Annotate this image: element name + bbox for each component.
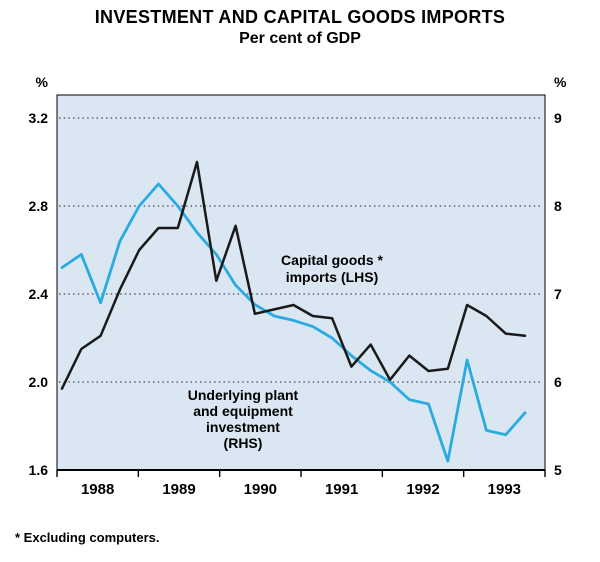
left-axis-tick-label: 2.0: [29, 374, 49, 390]
series-annotation: Capital goods *: [281, 252, 383, 268]
left-axis-tick-label: 2.4: [29, 286, 49, 302]
right-axis-tick-label: 9: [554, 110, 562, 126]
series-annotation: Underlying plant: [188, 387, 299, 403]
right-axis-tick-label: 6: [554, 374, 562, 390]
plant-equipment-investment-line: [60, 182, 527, 463]
right-axis-tick-label: 8: [554, 198, 562, 214]
right-axis-tick-label: 7: [554, 286, 562, 302]
left-axis-unit: %: [36, 74, 49, 90]
right-axis-tick-label: 5: [554, 462, 562, 478]
series-annotation: (RHS): [224, 435, 263, 451]
right-axis-unit: %: [554, 74, 567, 90]
x-axis-year-label: 1992: [406, 481, 439, 498]
plot-panel: [57, 95, 545, 470]
capital-goods-imports-line: [60, 160, 527, 390]
chart-subtitle: Per cent of GDP: [239, 30, 361, 47]
x-axis-year-label: 1989: [162, 481, 195, 498]
series-annotation: and equipment: [193, 403, 293, 419]
chart-header: INVESTMENT AND CAPITAL GOODS IMPORTS Per…: [0, 0, 600, 62]
x-axis-year-label: 1988: [81, 481, 114, 498]
left-axis-tick-label: 2.8: [29, 198, 49, 214]
chart-footnote: * Excluding computers.: [15, 530, 160, 545]
left-axis-tick-label: 1.6: [29, 462, 49, 478]
series-annotation: imports (LHS): [286, 269, 379, 285]
series-annotation: investment: [206, 419, 280, 435]
left-axis-tick-label: 3.2: [29, 110, 49, 126]
chart-canvas: Capital goods * imports (LHS) Underlying p…: [0, 62, 600, 522]
x-axis-year-label: 1991: [325, 481, 358, 498]
x-axis-year-label: 1993: [488, 481, 521, 498]
x-axis-year-label: 1990: [244, 481, 277, 498]
chart-svg: Capital goods *imports (LHS) Underlying p…: [29, 74, 567, 498]
chart-title: INVESTMENT AND CAPITAL GOODS IMPORTS: [94, 7, 506, 27]
